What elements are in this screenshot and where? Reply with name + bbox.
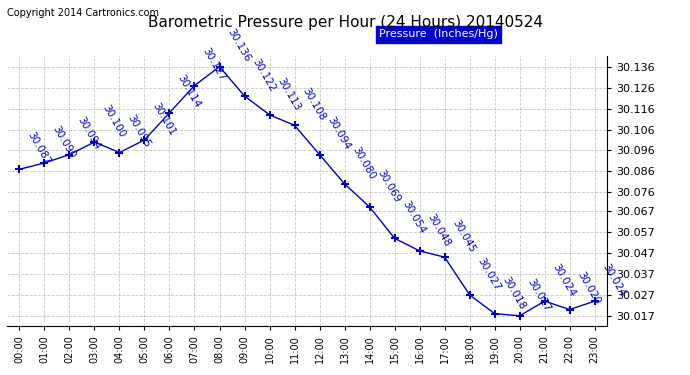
Text: 30.027: 30.027 xyxy=(475,256,502,292)
Text: 30.024: 30.024 xyxy=(600,262,627,299)
Text: 30.094: 30.094 xyxy=(325,116,352,152)
Text: 30.018: 30.018 xyxy=(500,274,527,311)
Text: 30.054: 30.054 xyxy=(400,199,427,236)
Text: 30.048: 30.048 xyxy=(425,212,452,248)
Text: 30.024: 30.024 xyxy=(550,262,577,299)
Text: 30.100: 30.100 xyxy=(100,103,127,139)
Text: 30.095: 30.095 xyxy=(125,113,152,150)
Text: 30.094: 30.094 xyxy=(75,116,101,152)
Text: 30.108: 30.108 xyxy=(300,86,327,123)
Text: 30.122: 30.122 xyxy=(250,57,277,93)
Text: 30.017: 30.017 xyxy=(525,277,552,313)
Text: 30.113: 30.113 xyxy=(275,76,302,112)
Text: 30.136: 30.136 xyxy=(225,27,252,64)
Text: 30.127: 30.127 xyxy=(200,46,227,83)
Text: 30.090: 30.090 xyxy=(50,124,77,160)
Text: 30.020: 30.020 xyxy=(575,270,602,307)
Text: 30.114: 30.114 xyxy=(175,74,202,110)
Text: Copyright 2014 Cartronics.com: Copyright 2014 Cartronics.com xyxy=(7,8,159,18)
Text: 30.069: 30.069 xyxy=(375,168,402,204)
Text: 30.101: 30.101 xyxy=(150,101,177,137)
Text: 30.080: 30.080 xyxy=(350,145,377,181)
Text: Barometric Pressure per Hour (24 Hours) 20140524: Barometric Pressure per Hour (24 Hours) … xyxy=(148,15,542,30)
Text: 30.045: 30.045 xyxy=(450,218,477,254)
Text: Pressure  (Inches/Hg): Pressure (Inches/Hg) xyxy=(379,29,498,39)
Text: 30.087: 30.087 xyxy=(25,130,52,166)
